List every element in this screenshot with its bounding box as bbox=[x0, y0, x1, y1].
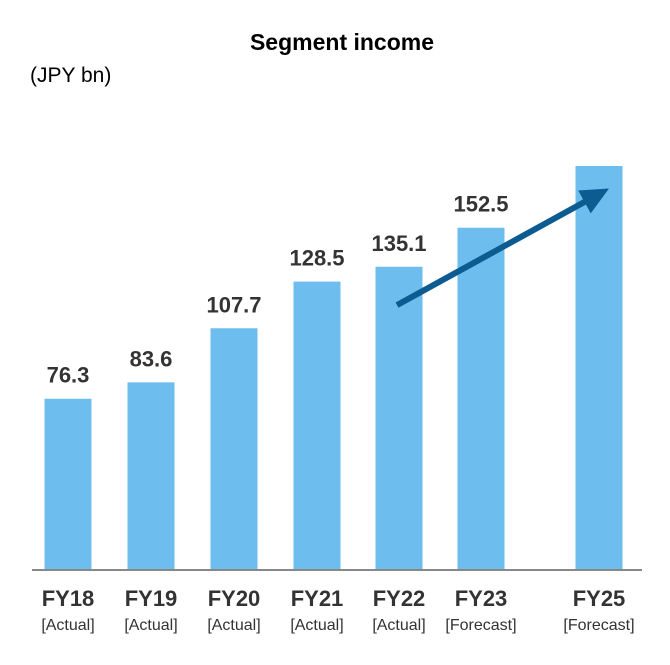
x-tick-label-fy25: FY25 bbox=[573, 586, 626, 611]
bars-layer bbox=[44, 166, 623, 570]
data-labels-layer: 76.3 83.6 107.7 128.5 135.1 152.5 bbox=[47, 192, 509, 388]
bar-fy22 bbox=[375, 266, 423, 570]
bar-fy18 bbox=[44, 398, 92, 570]
bar-fy23 bbox=[457, 227, 505, 570]
x-sublabel-fy19: [Actual] bbox=[124, 617, 177, 634]
x-tick-label-fy20: FY20 bbox=[208, 586, 261, 611]
unit-label: (JPY bn) bbox=[30, 64, 111, 87]
x-sublabel-fy20: [Actual] bbox=[207, 617, 260, 634]
data-label-fy19: 83.6 bbox=[130, 346, 173, 371]
x-tick-label-fy18: FY18 bbox=[42, 586, 95, 611]
x-sublabel-fy21: [Actual] bbox=[290, 617, 343, 634]
x-tick-label-fy21: FY21 bbox=[291, 586, 344, 611]
data-label-fy22: 135.1 bbox=[371, 231, 426, 256]
x-sublabel-fy25: [Forecast] bbox=[563, 617, 634, 634]
x-sublabel-fy23: [Forecast] bbox=[445, 617, 516, 634]
trend-arrow-shaft bbox=[395, 198, 588, 308]
x-sublabel-fy22: [Actual] bbox=[372, 617, 425, 634]
x-tick-labels-layer: FY18 [Actual] FY19 [Actual] FY20 [Actual] FY21… bbox=[41, 586, 634, 634]
trend-arrow-layer bbox=[395, 188, 609, 308]
x-tick-label-fy22: FY22 bbox=[373, 586, 426, 611]
data-label-fy20: 107.7 bbox=[206, 292, 261, 317]
bar-fy19 bbox=[127, 382, 175, 570]
x-tick-label-fy23: FY23 bbox=[455, 586, 508, 611]
data-label-fy21: 128.5 bbox=[289, 246, 344, 271]
bar-fy25 bbox=[575, 166, 623, 570]
data-label-fy23: 152.5 bbox=[453, 192, 508, 217]
bar-fy20 bbox=[210, 328, 258, 570]
chart-title: Segment income bbox=[250, 29, 434, 55]
x-tick-label-fy19: FY19 bbox=[125, 586, 178, 611]
data-label-fy18: 76.3 bbox=[47, 363, 90, 388]
trend-arrow-head bbox=[578, 188, 609, 214]
x-sublabel-fy18: [Actual] bbox=[41, 617, 94, 634]
bar-fy21 bbox=[293, 281, 341, 570]
